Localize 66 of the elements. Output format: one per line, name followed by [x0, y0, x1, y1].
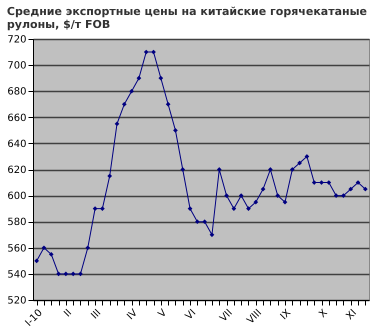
point	[348, 186, 354, 192]
point	[290, 167, 295, 172]
y-tick-label: 520	[7, 296, 26, 306]
point	[173, 128, 178, 133]
point	[195, 219, 200, 224]
chart-title: Средние экспортные цены на китайские горячекатаные рулоны, $/т FOB	[6, 5, 368, 31]
point	[297, 160, 302, 166]
point	[100, 206, 105, 211]
point	[48, 252, 54, 257]
x-tick-label: IX	[278, 307, 294, 322]
x-tick-label: II	[62, 308, 74, 320]
point	[180, 167, 186, 172]
y-tick-label: 600	[7, 191, 26, 202]
point	[114, 121, 120, 126]
point	[202, 219, 207, 224]
point	[56, 272, 61, 276]
y-tick-label: 620	[7, 165, 26, 176]
x-tick-label: VII	[218, 308, 235, 324]
point	[260, 186, 266, 192]
point	[188, 206, 192, 211]
point	[216, 167, 222, 172]
point	[246, 206, 251, 211]
point	[151, 50, 156, 54]
point	[158, 76, 164, 80]
point	[34, 258, 39, 264]
point	[275, 193, 280, 198]
point	[334, 193, 338, 198]
point	[356, 180, 360, 185]
x-tick-label: IV	[125, 307, 140, 322]
point	[282, 200, 288, 204]
y-tick-label: 640	[7, 138, 26, 150]
point	[85, 245, 90, 250]
x-tick-label: X	[317, 307, 330, 320]
point	[122, 102, 127, 107]
point	[166, 102, 170, 107]
y-tick-label: 700	[7, 60, 26, 72]
point	[107, 174, 112, 178]
x-tick-label: VI	[184, 308, 198, 322]
point	[268, 167, 273, 172]
point	[341, 193, 346, 198]
point	[224, 193, 229, 198]
point	[363, 186, 368, 192]
point	[78, 272, 83, 276]
x-tick-label: I-10	[24, 308, 45, 329]
y-tick-label: 720	[7, 34, 26, 46]
point	[253, 200, 258, 204]
point	[136, 76, 142, 80]
x-tick-label: V	[156, 307, 170, 320]
x-tick-label: VIII	[245, 308, 264, 326]
point	[238, 193, 244, 198]
point	[70, 272, 76, 276]
point	[319, 180, 324, 185]
point	[232, 206, 236, 211]
point	[92, 206, 98, 211]
x-tick-label: XI	[344, 308, 360, 322]
y-tick-label: 580	[7, 217, 26, 228]
point	[304, 154, 310, 159]
y-tick-label: 680	[7, 86, 26, 98]
point	[64, 272, 68, 276]
point	[210, 232, 214, 238]
x-tick-label: III	[89, 308, 104, 322]
y-tick-label: 560	[7, 243, 26, 254]
point	[42, 245, 46, 250]
y-tick-label: 540	[7, 269, 26, 280]
point	[129, 88, 134, 94]
y-tick-label: 660	[7, 112, 26, 124]
